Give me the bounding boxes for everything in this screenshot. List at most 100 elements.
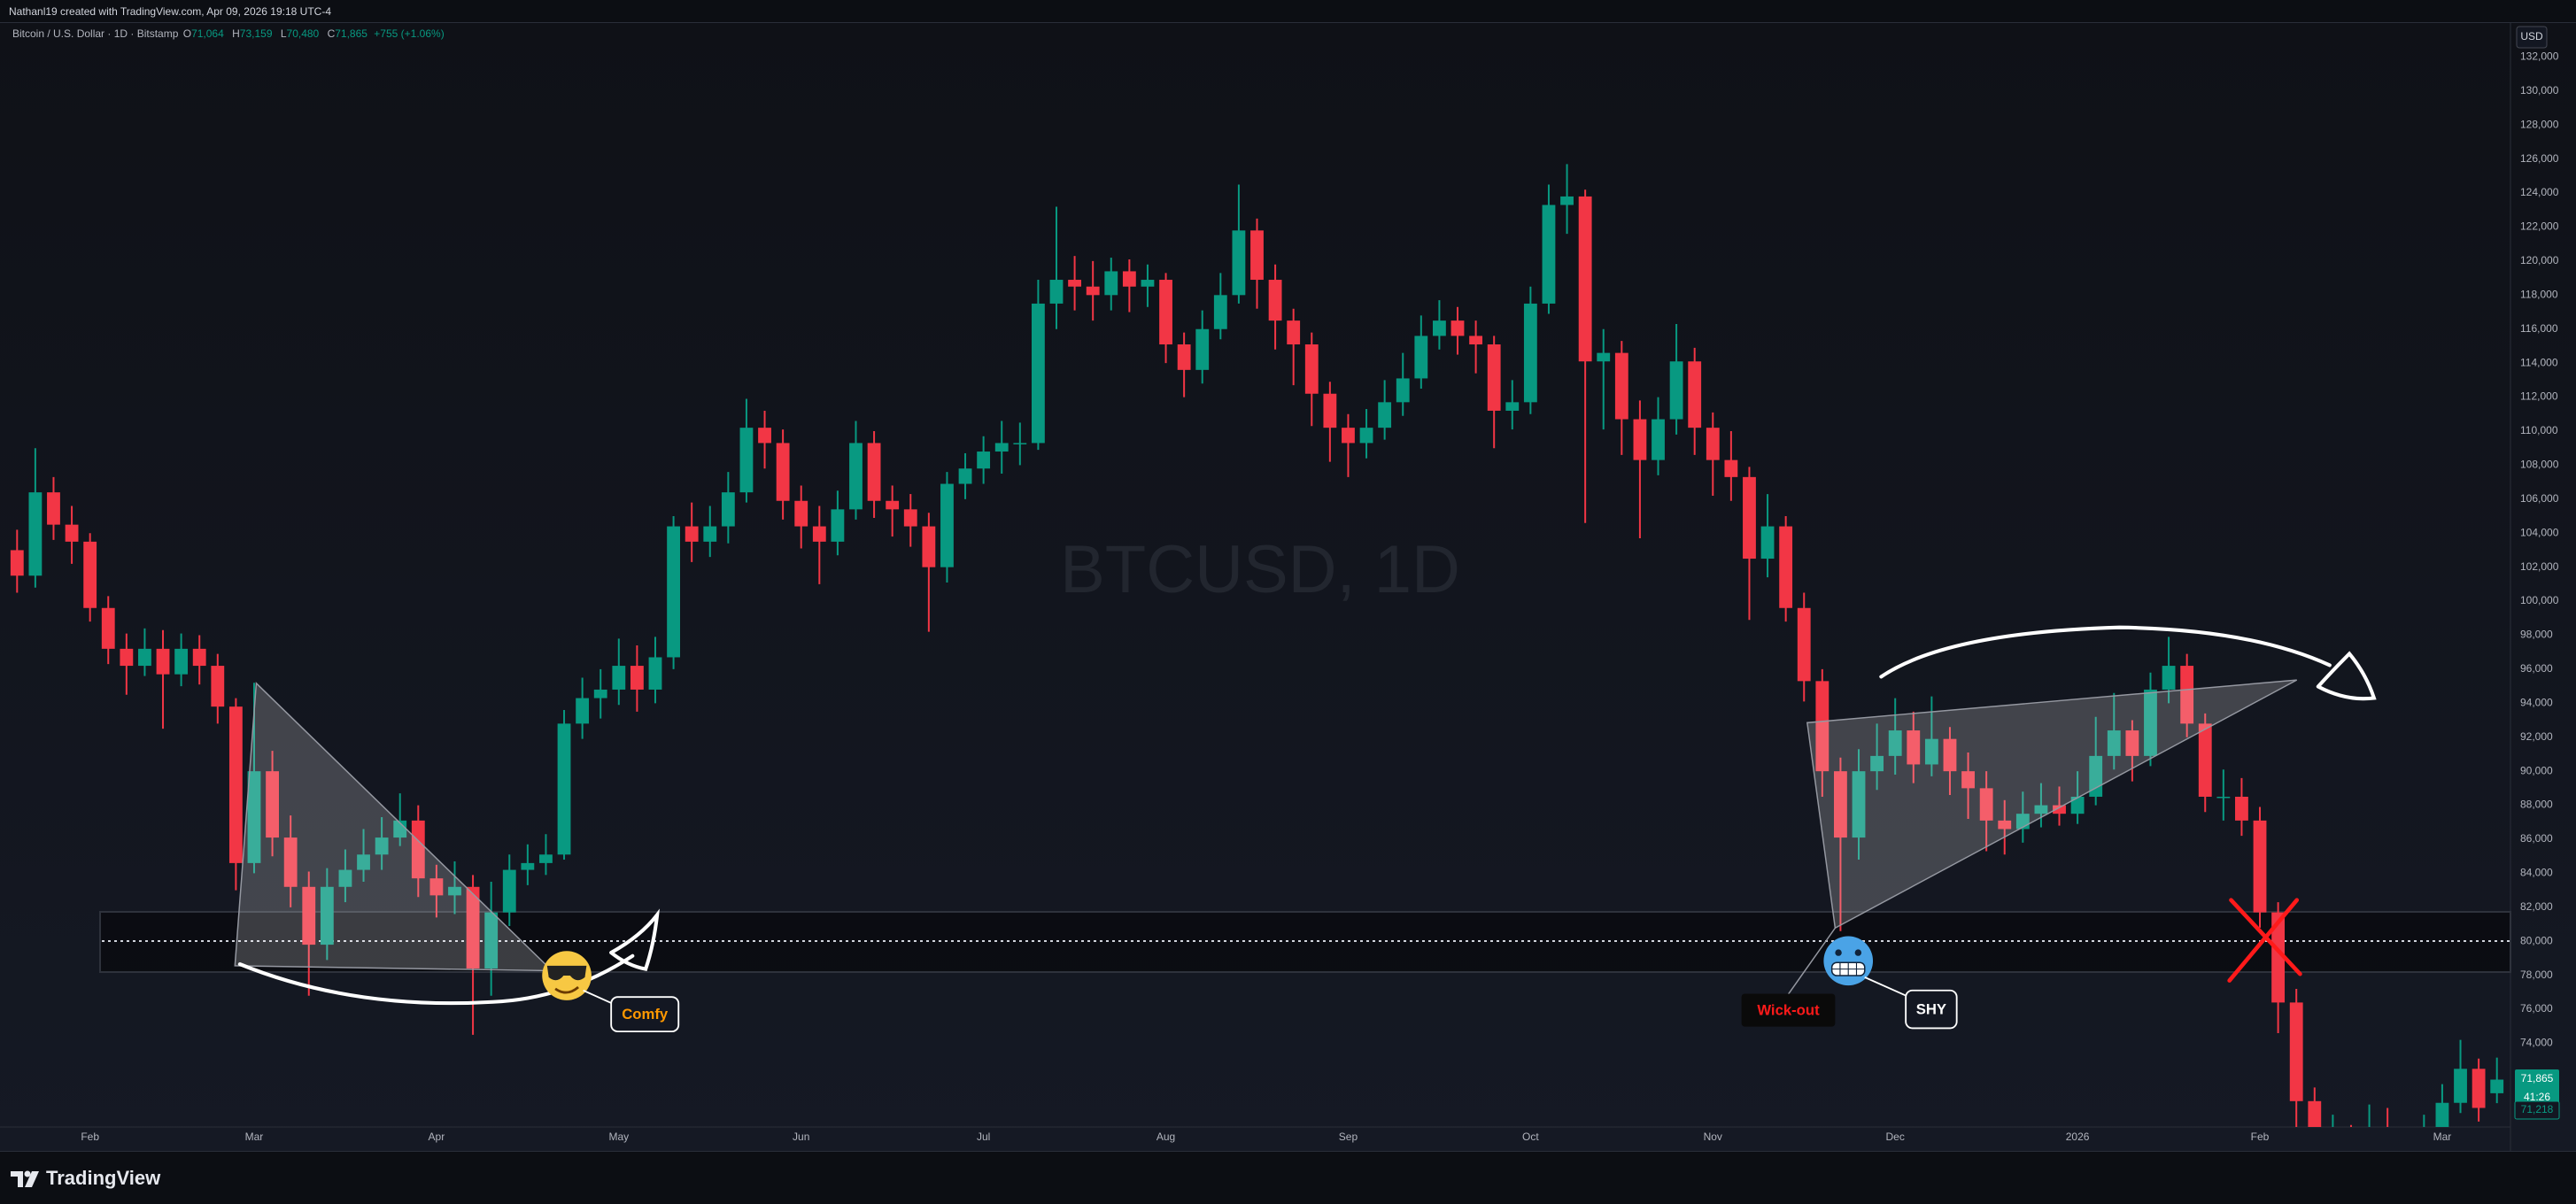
candle-body <box>302 886 316 945</box>
candle-body <box>2162 666 2176 690</box>
y-tick-label: 108,000 <box>2520 459 2559 471</box>
symbol-legend: Bitcoin / U.S. Dollar · 1D · Bitstamp O 7… <box>12 27 445 40</box>
candle-body <box>266 771 279 838</box>
candle-body <box>502 869 516 913</box>
candle-body <box>65 524 79 542</box>
ohlc-value: 71,865 <box>335 27 367 40</box>
candle-body <box>411 820 425 879</box>
candle-body <box>521 862 535 870</box>
candle-body <box>685 526 699 542</box>
candle-body <box>1688 361 1702 428</box>
axis-ticks: 74,000 76,000 78,000 80,000 82,000 84,000 86,0… <box>81 50 2558 1144</box>
candle-body <box>138 648 151 667</box>
candle-body <box>648 657 662 690</box>
candle-body <box>2271 912 2286 1003</box>
candle-body <box>940 483 954 567</box>
candle-body <box>1852 771 1866 838</box>
bar-countdown: 41:26 <box>2524 1091 2550 1103</box>
candle-body <box>1998 820 2012 830</box>
wick-out-pointer <box>1786 927 1836 996</box>
candle-body <box>630 666 644 690</box>
y-tick-label: 98,000 <box>2520 629 2553 641</box>
candle-body <box>1232 230 1246 296</box>
x-tick-label: Sep <box>1339 1131 1358 1143</box>
x-tick-label: Apr <box>429 1131 445 1143</box>
candle-body <box>2216 796 2231 799</box>
candle-body <box>120 648 134 667</box>
candle-body <box>903 509 917 527</box>
candle-body <box>1049 280 1064 304</box>
candle-body <box>776 443 790 501</box>
y-tick-label: 120,000 <box>2520 254 2559 266</box>
candle-body <box>2053 805 2066 814</box>
candle-body <box>1523 303 1537 403</box>
y-tick-label: 74,000 <box>2520 1037 2553 1049</box>
candle-body <box>1979 788 1993 821</box>
symbol: Bitcoin / U.S. Dollar · 1D · Bitstamp <box>12 27 179 40</box>
x-tick-label: Oct <box>1522 1131 1539 1143</box>
candle-body <box>1924 738 1938 765</box>
cool-emoji <box>542 951 592 1000</box>
candle-body <box>1779 526 1793 608</box>
candle-body <box>2125 730 2139 756</box>
candle-body <box>1724 459 1738 477</box>
candle-body <box>831 509 845 542</box>
candle-body <box>2180 666 2194 724</box>
candle-body <box>47 492 60 525</box>
brand: TradingView <box>46 1167 161 1189</box>
ohlc-label: H <box>232 27 240 40</box>
candle-body <box>1652 419 1665 460</box>
candle-body <box>1834 771 1847 838</box>
candle-body <box>2472 1069 2486 1108</box>
candle-body <box>1414 336 1428 379</box>
candle-body <box>429 878 444 896</box>
candle-body <box>1013 443 1027 444</box>
candle-body <box>1669 361 1683 420</box>
candle-body <box>1487 344 1501 411</box>
x-tick-label: Mar <box>245 1131 264 1143</box>
candle-body <box>1304 344 1319 394</box>
y-tick-label: 90,000 <box>2520 764 2553 776</box>
candle-body <box>2144 689 2157 756</box>
shy-label: SHY <box>1916 1000 1946 1017</box>
candle-body <box>320 886 334 945</box>
candle-body <box>1907 730 1921 765</box>
candle-body <box>539 854 553 863</box>
y-tick-label: 116,000 <box>2520 322 2558 335</box>
y-tick-label: 110,000 <box>2520 424 2558 436</box>
candle-body <box>1614 352 1628 420</box>
y-tick-label: 80,000 <box>2520 934 2553 946</box>
currency-box <box>2516 26 2548 49</box>
candle-body <box>1797 607 1811 682</box>
shy-box <box>1905 989 1958 1030</box>
candle-body <box>1159 280 1172 345</box>
candle-body <box>2070 796 2085 814</box>
candle-body <box>1706 428 1720 460</box>
y-tick-label: 104,000 <box>2520 526 2559 538</box>
candle-body <box>1743 476 1756 560</box>
candle-body <box>1450 320 1465 336</box>
candle-body <box>1888 730 1902 756</box>
ohlc-label: O <box>182 27 192 40</box>
y-tick-label: 94,000 <box>2520 696 2553 708</box>
candle-body <box>466 886 480 969</box>
candle-body <box>576 698 590 724</box>
candle-body <box>1542 205 1556 304</box>
candle-body <box>2289 1002 2303 1101</box>
falling-wedge <box>234 682 554 972</box>
candle-body <box>2490 1079 2504 1093</box>
candle-body <box>667 526 680 658</box>
candle-body <box>338 869 352 887</box>
y-tick-label: 128,000 <box>2520 118 2559 130</box>
top-bar: Nathanl19 created with TradingView.com, … <box>0 0 2576 23</box>
candle-body <box>1068 280 1082 287</box>
candle-body <box>1469 336 1483 345</box>
red-x <box>2227 898 2302 983</box>
creator-note: Nathanl19 created with TradingView.com, … <box>9 5 331 18</box>
candle-body <box>1396 378 1410 403</box>
candle-body <box>703 526 717 542</box>
candle-body <box>849 443 863 510</box>
change: +755 (+1.06%) <box>374 27 445 40</box>
y-tick-label: 130,000 <box>2520 84 2559 96</box>
